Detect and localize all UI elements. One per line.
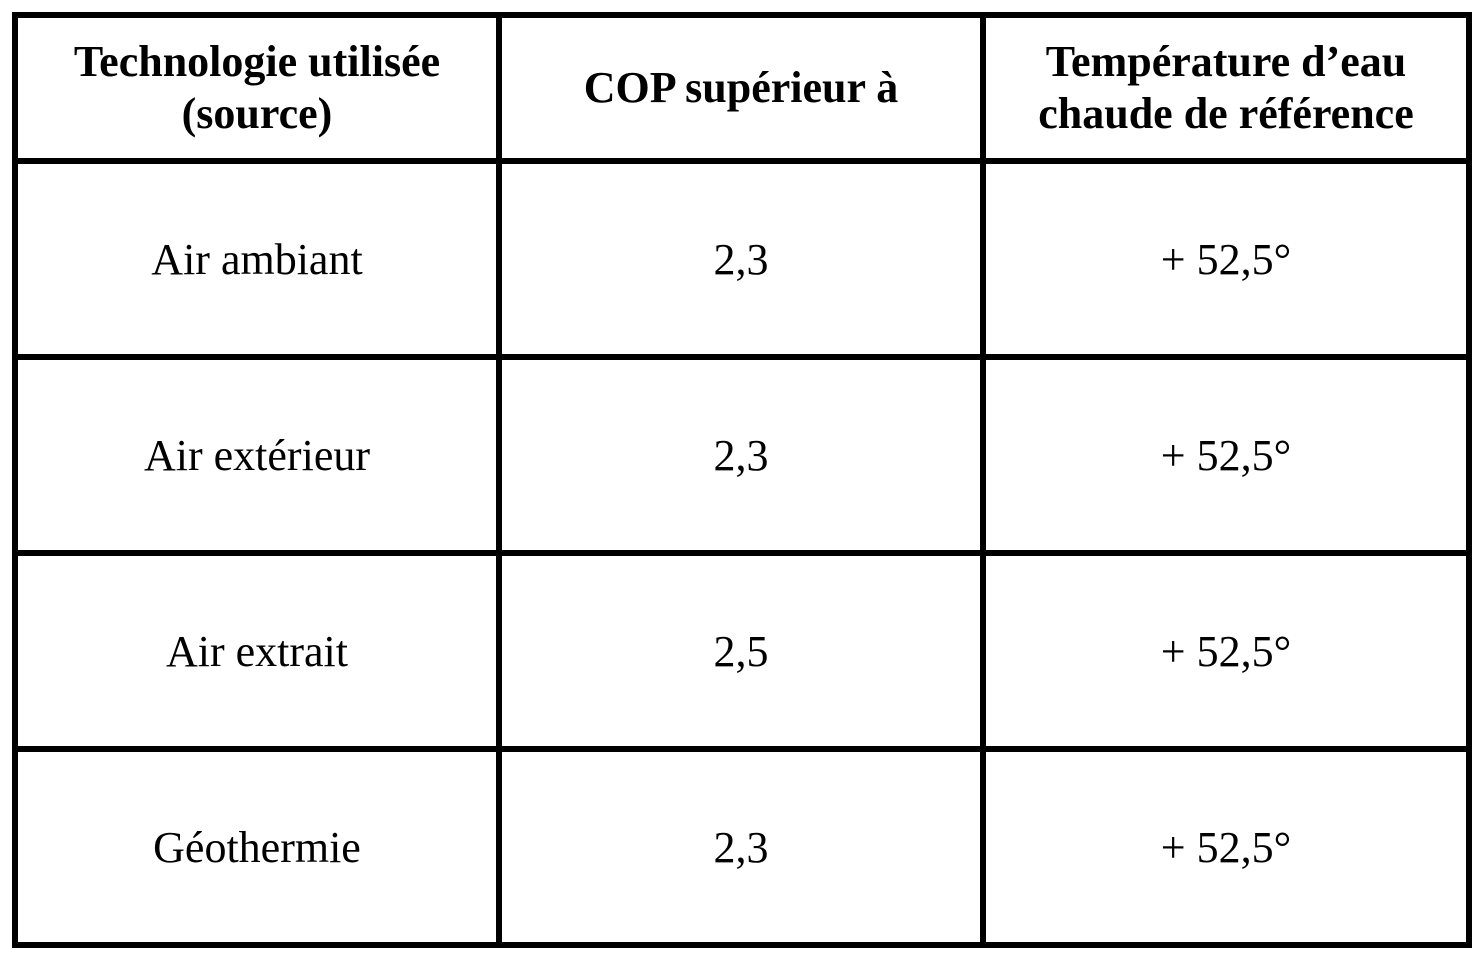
- cell-temperature: + 52,5°: [980, 746, 1472, 948]
- table-row: Air extrait 2,5 + 52,5°: [12, 550, 1472, 752]
- header-technology-line1: Technologie utilisée: [73, 37, 441, 86]
- cell-technology: Air extrait: [12, 550, 502, 752]
- header-temperature: Température d’eau chaude de référence: [980, 12, 1472, 164]
- header-cop-line1: COP supérieur à: [583, 63, 899, 112]
- cell-technology: Air extérieur: [12, 354, 502, 556]
- cell-cop: 2,3: [496, 158, 986, 360]
- header-temperature-line2: chaude de référence: [1038, 89, 1414, 138]
- cell-temperature: + 52,5°: [980, 158, 1472, 360]
- cell-cop: 2,5: [496, 550, 986, 752]
- table-row: Air extérieur 2,3 + 52,5°: [12, 354, 1472, 556]
- cell-technology: Géothermie: [12, 746, 502, 948]
- cop-table: Technologie utilisée (source) COP supéri…: [12, 12, 1472, 948]
- table-row: Géothermie 2,3 + 52,5°: [12, 746, 1472, 948]
- cell-temperature: + 52,5°: [980, 354, 1472, 556]
- header-technology: Technologie utilisée (source): [12, 12, 502, 164]
- table-row: Air ambiant 2,3 + 52,5°: [12, 158, 1472, 360]
- header-cop: COP supérieur à: [496, 12, 986, 164]
- cell-temperature: + 52,5°: [980, 550, 1472, 752]
- cell-cop: 2,3: [496, 746, 986, 948]
- header-technology-line2: (source): [181, 89, 333, 138]
- cell-cop: 2,3: [496, 354, 986, 556]
- cell-technology: Air ambiant: [12, 158, 502, 360]
- header-row: Technologie utilisée (source) COP supéri…: [12, 12, 1472, 164]
- header-temperature-line1: Température d’eau: [1045, 37, 1407, 86]
